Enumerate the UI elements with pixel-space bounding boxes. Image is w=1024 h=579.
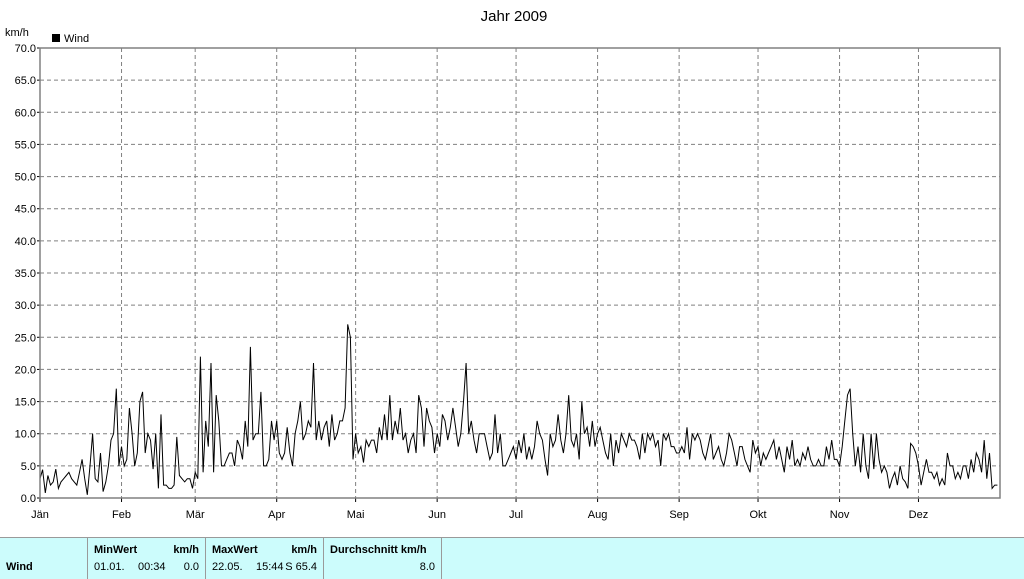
stats-min-header: MinWert xyxy=(94,544,138,556)
y-tick-label: 10.0 xyxy=(15,429,36,441)
x-tick-label: Sep xyxy=(669,509,689,521)
stats-min-cell: MinWert km/h 01.01. 00:34 0.0 xyxy=(88,538,206,579)
axis-ticks: 0.0 5.0 10.0 15.0 20.0 25.0 30.0 35.0 40.0 45.0 50… xyxy=(15,43,929,521)
y-tick-label: 5.0 xyxy=(21,461,36,473)
stats-min-date: 01.01. xyxy=(94,561,125,573)
stats-label-cell: Wind xyxy=(0,538,88,579)
x-tick-label: Jän xyxy=(31,509,49,521)
stats-max-header: MaxWert xyxy=(212,544,258,556)
series-line-wind xyxy=(39,324,998,495)
y-axis-label: km/h xyxy=(5,27,29,39)
x-tick-label: Jul xyxy=(509,509,523,521)
stats-max-cell: MaxWert km/h 22.05. 15:44 S 65.4 xyxy=(206,538,324,579)
y-tick-label: 40.0 xyxy=(15,236,36,248)
x-tick-label: Mai xyxy=(347,509,365,521)
y-tick-label: 30.0 xyxy=(15,300,36,312)
y-tick-label: 55.0 xyxy=(15,139,36,151)
plot-frame xyxy=(39,47,1001,499)
y-tick-label: 25.0 xyxy=(15,332,36,344)
chart-title: Jahr 2009 xyxy=(481,8,548,25)
x-tick-label: Nov xyxy=(830,509,850,521)
stats-panel: Wind MinWert km/h 01.01. 00:34 0.0 MaxWe… xyxy=(0,537,1024,579)
stats-avg-value: 8.0 xyxy=(419,561,435,573)
y-tick-label: 70.0 xyxy=(15,43,36,55)
legend-label: Wind xyxy=(64,33,89,45)
stats-avg-cell: Durchschnitt km/h 8.0 xyxy=(324,538,442,579)
y-tick-label: 65.0 xyxy=(15,75,36,87)
x-tick-label: Dez xyxy=(909,509,929,521)
y-tick-label: 0.0 xyxy=(21,493,36,505)
stats-max-date: 22.05. xyxy=(212,561,243,573)
y-tick-label: 15.0 xyxy=(15,397,36,409)
y-tick-label: 35.0 xyxy=(15,268,36,280)
x-tick-label: Mär xyxy=(186,509,205,521)
x-tick-label: Jun xyxy=(428,509,446,521)
y-tick-label: 50.0 xyxy=(15,172,36,184)
y-tick-label: 45.0 xyxy=(15,204,36,216)
stats-min-time: 00:34 xyxy=(138,561,166,573)
stats-max-unit: km/h xyxy=(291,544,317,556)
x-tick-label: Aug xyxy=(588,509,608,521)
x-tick-label: Okt xyxy=(749,509,766,521)
stats-min-unit: km/h xyxy=(173,544,199,556)
stats-avg-header: Durchschnitt km/h xyxy=(330,544,427,556)
stats-min-value: 0.0 xyxy=(183,561,199,573)
legend-swatch xyxy=(52,34,60,42)
stats-max-value: S 65.4 xyxy=(285,561,317,573)
stats-row-label: Wind xyxy=(6,561,33,573)
chart: Jahr 2009 km/h Wind 0.0 5.0 10.0 15.0 20.0 25… xyxy=(5,8,1001,521)
stats-max-time: 15:44 xyxy=(256,561,284,573)
y-tick-label: 20.0 xyxy=(15,364,36,376)
x-tick-label: Apr xyxy=(268,509,285,521)
y-tick-label: 60.0 xyxy=(15,107,36,119)
x-tick-label: Feb xyxy=(112,509,131,521)
